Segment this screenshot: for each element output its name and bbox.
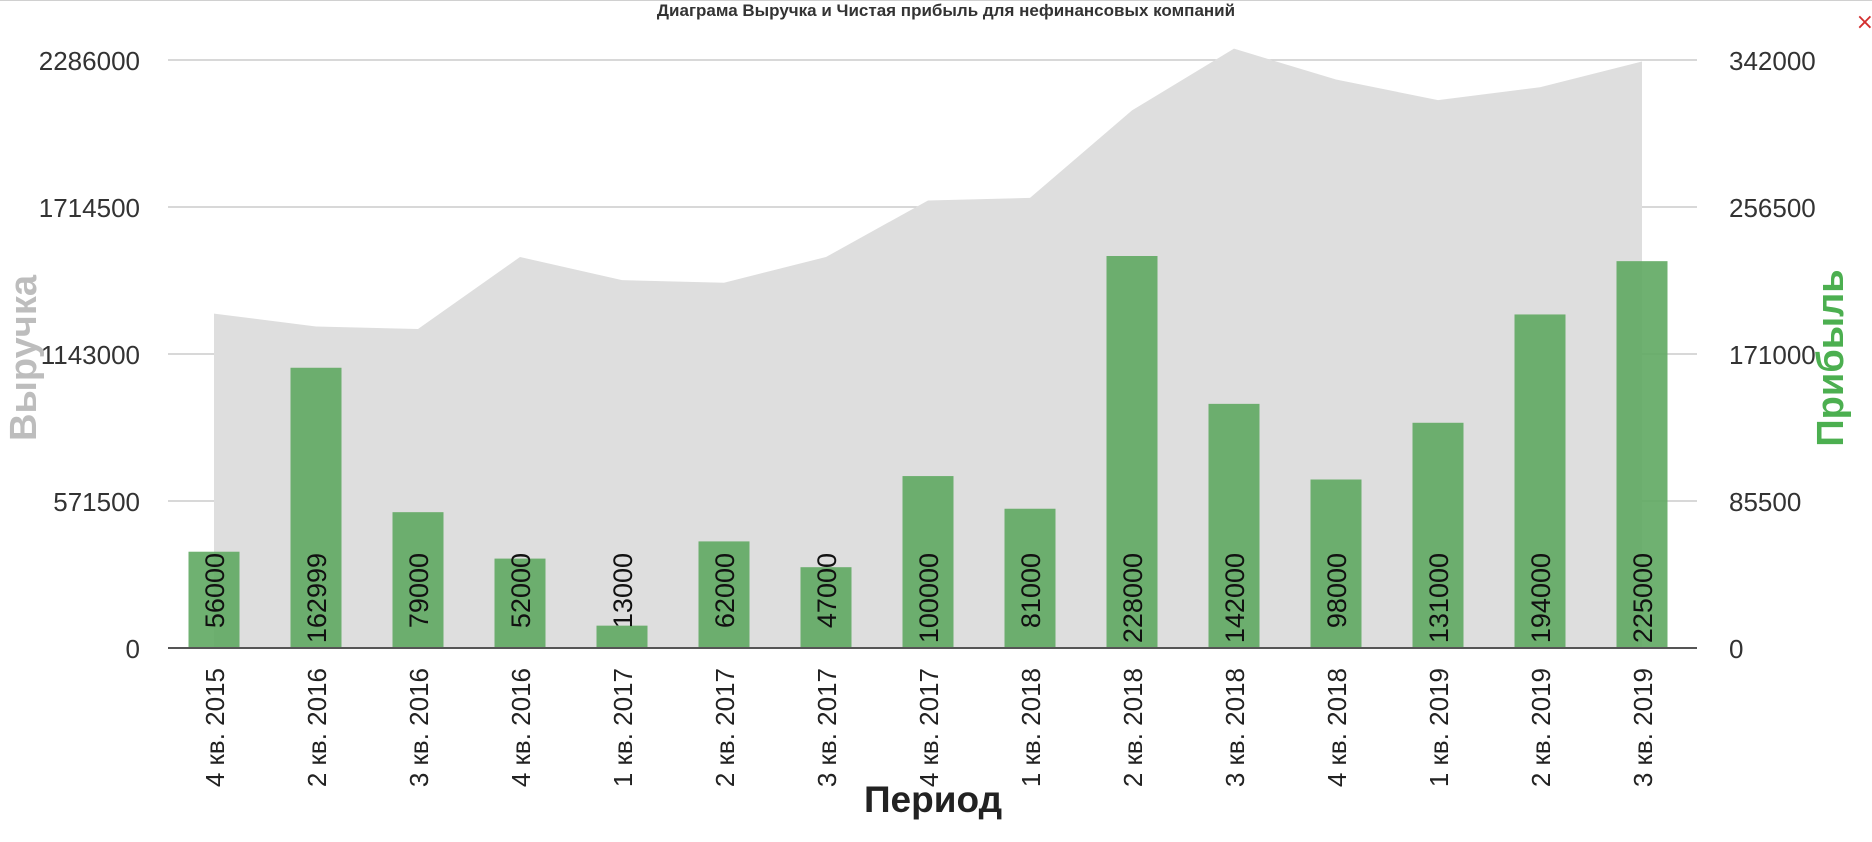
profit-bar-label: 228000 bbox=[1118, 553, 1148, 643]
profit-bar-label: 194000 bbox=[1526, 553, 1556, 643]
x-tick-label: 3 кв. 2017 bbox=[812, 668, 842, 787]
window-top-border bbox=[0, 0, 1872, 1]
x-tick-label: 4 кв. 2018 bbox=[1322, 668, 1352, 787]
x-tick-label: 2 кв. 2017 bbox=[710, 668, 740, 787]
profit-bar bbox=[1514, 314, 1566, 648]
profit-bar-label: 79000 bbox=[404, 553, 434, 628]
x-tick-label: 1 кв. 2017 bbox=[608, 668, 638, 787]
x-axis-ticks: 4 кв. 2015 2 кв. 2016 3 кв. 2016 4 кв. 2016… bbox=[200, 668, 1658, 787]
profit-bar bbox=[1310, 479, 1362, 648]
profit-bar-label: 62000 bbox=[710, 553, 740, 628]
close-icon[interactable]: × bbox=[1855, 10, 1872, 35]
left-axis-ticks: 0 571500 1143000 1714500 2286000 bbox=[39, 46, 140, 664]
left-tick-label: 0 bbox=[126, 634, 140, 664]
left-tick-label: 1714500 bbox=[39, 193, 140, 223]
profit-bar bbox=[902, 476, 954, 648]
profit-bar-label: 47000 bbox=[812, 553, 842, 628]
revenue-area-series bbox=[214, 48, 1642, 648]
x-tick-label: 3 кв. 2016 bbox=[404, 668, 434, 787]
x-tick-label: 3 кв. 2018 bbox=[1220, 668, 1250, 787]
left-tick-label: 2286000 bbox=[39, 46, 140, 76]
x-tick-label: 2 кв. 2018 bbox=[1118, 668, 1148, 787]
profit-bar-label: 142000 bbox=[1220, 553, 1250, 643]
profit-bar bbox=[1106, 256, 1158, 648]
right-tick-label: 0 bbox=[1729, 634, 1743, 664]
right-axis-ticks: 0 85500 171000 256500 342000 bbox=[1729, 46, 1816, 664]
profit-bar bbox=[494, 558, 546, 648]
profit-bar-label: 52000 bbox=[506, 553, 536, 628]
right-tick-label: 256500 bbox=[1729, 193, 1816, 223]
profit-bar-label: 13000 bbox=[608, 553, 638, 628]
profit-bar-label: 98000 bbox=[1322, 553, 1352, 628]
profit-bar bbox=[1004, 508, 1056, 648]
right-tick-label: 85500 bbox=[1729, 487, 1801, 517]
chart-title: Диаграма Выручка и Чистая прибыль для не… bbox=[657, 1, 1235, 20]
profit-bar-label: 81000 bbox=[1016, 553, 1046, 628]
left-tick-label: 571500 bbox=[53, 487, 140, 517]
profit-bar bbox=[800, 567, 852, 648]
x-axis-title: Период bbox=[864, 779, 1002, 820]
profit-bar-label: 162999 bbox=[302, 553, 332, 643]
profit-bar-series bbox=[188, 256, 1668, 648]
profit-bar-label: 100000 bbox=[914, 553, 944, 643]
profit-bar bbox=[698, 541, 750, 648]
profit-bar bbox=[188, 551, 240, 648]
y-axis-right-title: Прибыль bbox=[1810, 269, 1852, 446]
x-tick-label: 4 кв. 2017 bbox=[914, 668, 944, 787]
profit-bar-label: 131000 bbox=[1424, 553, 1454, 643]
right-tick-label: 171000 bbox=[1729, 340, 1816, 370]
x-tick-label: 2 кв. 2019 bbox=[1526, 668, 1556, 787]
profit-bar bbox=[1412, 422, 1464, 648]
profit-bar bbox=[1616, 261, 1668, 648]
profit-bar bbox=[392, 512, 444, 648]
profit-bar-labels: 56000 162999 79000 52000 13000 62000 47000 1000… bbox=[200, 553, 1658, 643]
profit-bar-label: 225000 bbox=[1628, 553, 1658, 643]
profit-bar bbox=[596, 625, 648, 648]
revenue-area bbox=[214, 48, 1642, 648]
x-tick-label: 4 кв. 2016 bbox=[506, 668, 536, 787]
right-tick-label: 342000 bbox=[1729, 46, 1816, 76]
profit-bar-label: 56000 bbox=[200, 553, 230, 628]
x-tick-label: 1 кв. 2019 bbox=[1424, 668, 1454, 787]
y-axis-left-title: Выручка bbox=[3, 274, 45, 441]
x-tick-label: 4 кв. 2015 bbox=[200, 668, 230, 787]
profit-bar bbox=[290, 367, 342, 648]
x-tick-label: 3 кв. 2019 bbox=[1628, 668, 1658, 787]
left-tick-label: 1143000 bbox=[41, 340, 140, 370]
x-tick-label: 1 кв. 2018 bbox=[1016, 668, 1046, 787]
x-tick-label: 2 кв. 2016 bbox=[302, 668, 332, 787]
profit-bar bbox=[1208, 403, 1260, 648]
